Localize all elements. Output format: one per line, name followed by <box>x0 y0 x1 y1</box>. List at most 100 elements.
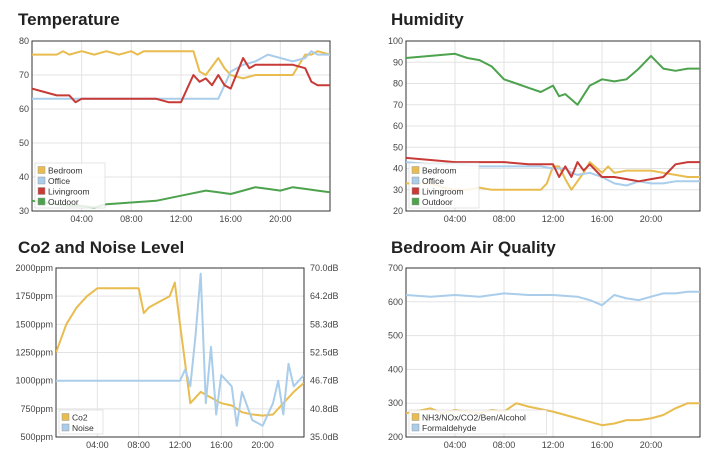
y-tick-label: 600 <box>388 297 403 307</box>
series-line-office <box>406 161 700 187</box>
legend-swatch <box>411 197 420 206</box>
legend-label: Outdoor <box>48 197 79 207</box>
y-tick-label: 1750ppm <box>15 291 53 301</box>
y-tick-label: 700 <box>388 263 403 273</box>
panel-co2-noise-title: Co2 and Noise Level <box>18 238 185 257</box>
series-line-co2 <box>56 281 304 417</box>
y-tick-label: 300 <box>388 398 403 408</box>
y2-tick-label: 46.7dB <box>310 376 339 386</box>
legend-swatch <box>411 423 420 432</box>
x-tick-label: 08:00 <box>493 214 516 224</box>
legend-label: Co2 <box>72 413 88 423</box>
y2-tick-label: 58.3dB <box>310 319 339 329</box>
legend-label: Formaldehyde <box>422 423 477 433</box>
panel-humidity-title: Humidity <box>391 10 464 29</box>
legend-swatch <box>61 423 70 432</box>
y-tick-label: 60 <box>393 121 403 131</box>
x-tick-label: 08:00 <box>120 214 143 224</box>
y-tick-label: 70 <box>19 70 29 80</box>
legend-box <box>408 162 480 209</box>
y-tick-label: 200 <box>388 432 403 442</box>
legend-swatch <box>37 176 46 185</box>
legend-label: Livingroom <box>48 187 90 197</box>
plot-border <box>405 40 701 212</box>
panel-air-quality-title: Bedroom Air Quality <box>391 238 556 257</box>
legend-swatch <box>37 166 46 174</box>
series-line-formaldehyde <box>406 290 700 307</box>
y-tick-label: 70 <box>393 100 403 110</box>
x-tick-label: 16:00 <box>219 214 242 224</box>
legend-swatch <box>37 197 46 206</box>
chart-bedroom-air-quality: 04:00 08:00 12:00 16:00 20:00 200 300 400 500 600… <box>388 263 701 450</box>
y-tick-label: 30 <box>393 185 403 195</box>
series-line-livingroom <box>406 156 700 183</box>
legend-label: NH3/NOx/CO2/Ben/Alcohol <box>422 413 526 423</box>
legend-label: Outdoor <box>422 197 453 207</box>
x-tick-label: 04:00 <box>444 214 467 224</box>
x-tick-label: 08:00 <box>127 440 150 450</box>
x-tick-label: 04:00 <box>86 440 109 450</box>
x-tick-label: 20:00 <box>251 440 274 450</box>
series-line-bedroom <box>32 50 330 80</box>
y-tick-label: 80 <box>19 36 29 46</box>
legend-label: Bedroom <box>48 166 83 176</box>
chart-co2-noise: 04:00 08:00 12:00 16:00 20:00 500ppm 35.0dB 750… <box>15 263 338 450</box>
legend-label: Bedroom <box>422 166 457 176</box>
y-tick-label: 1000ppm <box>15 376 53 386</box>
legend-label: Office <box>422 176 444 186</box>
plot-border <box>405 267 701 438</box>
y-tick-label: 50 <box>393 142 403 152</box>
y-tick-label: 40 <box>19 172 29 182</box>
y-tick-label: 40 <box>393 164 403 174</box>
series-line-noise <box>56 272 304 427</box>
y-tick-label: 20 <box>393 206 403 216</box>
y-tick-label: 400 <box>388 364 403 374</box>
x-tick-label: 12:00 <box>542 440 565 450</box>
y-tick-label: 60 <box>19 104 29 114</box>
legend-swatch <box>411 176 420 185</box>
y-tick-label: 500ppm <box>20 432 53 442</box>
panel-temperature-title: Temperature <box>18 10 120 29</box>
y-tick-label: 100 <box>388 36 403 46</box>
y2-tick-label: 35.0dB <box>310 432 339 442</box>
x-tick-label: 20:00 <box>269 214 292 224</box>
chart-temperature: 04:00 08:00 12:00 16:00 20:00 30 40 50 60 70 80 Bed… <box>19 36 331 224</box>
x-tick-label: 04:00 <box>444 440 467 450</box>
x-tick-label: 12:00 <box>169 440 192 450</box>
x-tick-label: 16:00 <box>591 440 614 450</box>
y-tick-label: 80 <box>393 79 403 89</box>
x-tick-label: 16:00 <box>591 214 614 224</box>
x-tick-label: 04:00 <box>70 214 93 224</box>
legend-label: Noise <box>72 423 94 433</box>
series-line-livingroom <box>32 57 330 104</box>
y2-tick-label: 40.8dB <box>310 404 339 414</box>
series-line-outdoor <box>406 52 700 106</box>
y-tick-label: 500 <box>388 331 403 341</box>
x-tick-label: 20:00 <box>640 214 663 224</box>
y-tick-label: 30 <box>19 206 29 216</box>
legend-swatch <box>411 413 420 421</box>
y-tick-label: 2000ppm <box>15 263 53 273</box>
chart-humidity: 04:00 08:00 12:00 16:00 20:00 20 30 40 50 60 70 80 9… <box>388 36 701 224</box>
y-tick-label: 750ppm <box>20 404 53 414</box>
legend-label: Office <box>48 176 70 186</box>
plot-border <box>31 40 331 212</box>
x-tick-label: 12:00 <box>170 214 193 224</box>
legend-box <box>408 409 547 435</box>
y-tick-label: 90 <box>393 57 403 67</box>
x-tick-label: 16:00 <box>210 440 233 450</box>
legend-swatch <box>411 166 420 174</box>
x-tick-label: 12:00 <box>542 214 565 224</box>
y2-tick-label: 70.0dB <box>310 263 339 273</box>
legend-label: Livingroom <box>422 187 464 197</box>
y-tick-label: 1500ppm <box>15 319 53 329</box>
y2-tick-label: 52.5dB <box>310 348 339 358</box>
y2-tick-label: 64.2dB <box>310 291 339 301</box>
y-tick-label: 1250ppm <box>15 348 53 358</box>
legend-swatch <box>37 187 46 195</box>
legend-swatch <box>411 187 420 195</box>
y-tick-label: 50 <box>19 138 29 148</box>
x-tick-label: 20:00 <box>640 440 663 450</box>
x-tick-label: 08:00 <box>493 440 516 450</box>
